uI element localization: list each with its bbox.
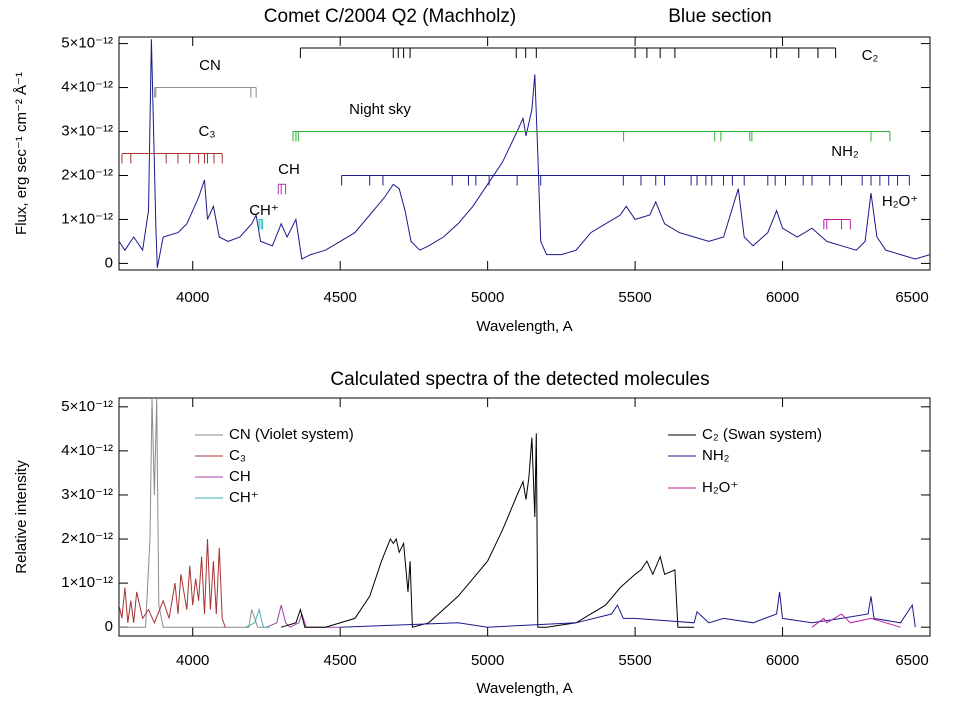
y-tick-label: 1×10⁻¹²	[61, 210, 113, 227]
y-tick-label: 3×10⁻¹²	[61, 122, 113, 139]
series-line	[281, 433, 695, 628]
y-tick-label: 4×10⁻¹²	[61, 79, 113, 96]
x-tick-label: 4000	[176, 289, 209, 306]
series-line	[266, 604, 341, 628]
y-tick-label: 2×10⁻¹²	[61, 166, 113, 183]
x-axis-label: Wavelength, A	[476, 680, 572, 697]
y-tick-label: 3×10⁻¹²	[61, 486, 113, 503]
line-list-label: NH₂	[831, 143, 859, 160]
chart-title: Calculated spectra of the detected molec…	[330, 369, 709, 390]
x-tick-label: 4500	[323, 652, 356, 669]
plot-frame	[118, 397, 931, 637]
series-line	[811, 613, 901, 628]
x-tick-label: 4500	[323, 289, 356, 306]
x-tick-label: 5000	[471, 289, 504, 306]
x-tick-label: 5000	[471, 652, 504, 669]
line-list-label: H₂O⁺	[882, 193, 918, 210]
spectrum-line	[119, 39, 930, 268]
line-list-label: CN	[199, 57, 221, 74]
y-axis-label: Relative intensity	[13, 460, 30, 574]
legend-label: C₂ (Swan system)	[702, 426, 822, 443]
y-tick-label: 0	[105, 254, 113, 271]
legend-label: C₃	[229, 447, 246, 464]
y-tick-label: 0	[105, 618, 113, 635]
chart-title: Comet C/2004 Q2 (Machholz)	[264, 6, 516, 27]
x-tick-label: 6500	[895, 289, 928, 306]
chart-subtitle: Blue section	[668, 6, 772, 27]
line-list-label: Night sky	[349, 101, 411, 118]
plot-frame	[118, 36, 931, 271]
x-axis-label: Wavelength, A	[476, 318, 572, 335]
line-list-label: CH⁺	[249, 202, 279, 219]
legend-label: CH	[229, 468, 251, 485]
x-tick-label: 6500	[895, 652, 928, 669]
y-tick-label: 5×10⁻¹²	[61, 398, 113, 415]
y-tick-label: 4×10⁻¹²	[61, 442, 113, 459]
series-line	[119, 538, 226, 628]
x-tick-label: 6000	[766, 652, 799, 669]
y-axis-label: Flux, erg sec⁻¹ cm⁻² Å⁻¹	[13, 72, 30, 235]
legend-label: H₂O⁺	[702, 479, 738, 496]
y-tick-label: 2×10⁻¹²	[61, 530, 113, 547]
x-tick-label: 5500	[618, 289, 651, 306]
series-line	[119, 398, 267, 628]
series-line	[245, 607, 270, 628]
y-tick-label: 5×10⁻¹²	[61, 35, 113, 52]
x-tick-label: 6000	[766, 289, 799, 306]
legend-label: NH₂	[702, 447, 730, 464]
line-list-label: C₂	[862, 47, 879, 64]
y-tick-label: 1×10⁻¹²	[61, 574, 113, 591]
line-list-label: C₃	[199, 123, 216, 140]
legend-label: CH⁺	[229, 489, 259, 506]
series-line	[340, 591, 916, 628]
line-list-label: CH	[278, 161, 300, 178]
x-tick-label: 4000	[176, 652, 209, 669]
legend-label: CN (Violet system)	[229, 426, 354, 443]
x-tick-label: 5500	[618, 652, 651, 669]
